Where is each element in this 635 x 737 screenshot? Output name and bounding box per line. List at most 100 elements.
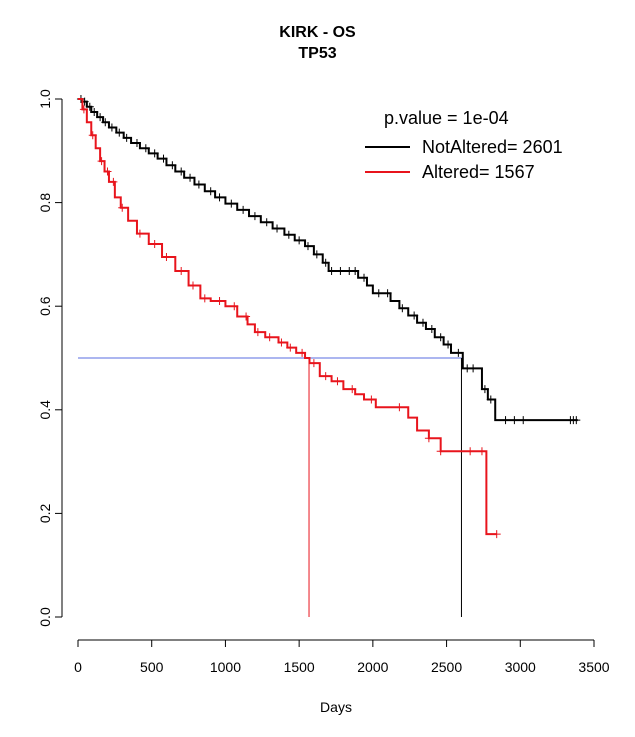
censor-mark <box>303 242 312 251</box>
censor-mark <box>395 403 404 412</box>
censor-mark <box>519 416 528 425</box>
censor-mark <box>215 297 224 306</box>
censor-mark <box>206 187 215 196</box>
x-tick-label: 2000 <box>357 659 388 675</box>
x-tick-label: 3000 <box>505 659 536 675</box>
y-tick-label: 0.0 <box>37 607 53 627</box>
plot-area <box>76 95 581 617</box>
censor-mark <box>374 289 383 298</box>
censor-mark <box>97 157 106 166</box>
censor-mark <box>398 304 407 313</box>
censor-mark <box>150 240 159 249</box>
censor-mark <box>96 113 105 122</box>
legend-header: p.value = 1e-04 <box>384 108 509 128</box>
censor-mark <box>200 294 209 303</box>
censor-mark <box>333 377 342 386</box>
chart-title: KIRK - OS <box>279 24 356 41</box>
censor-mark <box>162 252 171 261</box>
censor-mark <box>284 230 293 239</box>
x-axis: 0 500 1000 1500 2000 2500 3000 3500 <box>74 639 610 675</box>
censor-mark <box>168 161 177 170</box>
censor-mark <box>477 447 486 456</box>
y-tick-label: 0.2 <box>37 503 53 523</box>
legend-label-notaltered: NotAltered= 2601 <box>422 137 563 157</box>
censor-mark <box>230 302 239 311</box>
censor-mark <box>277 338 286 347</box>
censor-mark <box>103 167 112 176</box>
censor-mark <box>348 385 357 394</box>
chart-subtitle: TP53 <box>298 45 336 62</box>
y-tick-label: 1.0 <box>37 89 53 109</box>
censor-mark <box>265 333 274 342</box>
censor-mark <box>79 105 88 114</box>
censor-mark <box>492 530 501 539</box>
censor-mark <box>150 149 159 158</box>
censor-mark <box>227 199 236 208</box>
x-tick-label: 0 <box>74 659 82 675</box>
censor-mark <box>367 395 376 404</box>
x-tick-label: 3500 <box>578 659 609 675</box>
censor-mark <box>424 434 433 443</box>
censor-mark <box>486 395 495 404</box>
censor-mark <box>109 177 118 186</box>
censor-mark <box>469 364 478 373</box>
censor-mark <box>177 266 186 275</box>
censor-mark <box>454 348 463 357</box>
censor-mark <box>295 236 304 245</box>
censor-mark <box>312 250 321 259</box>
y-tick-label: 0.4 <box>37 400 53 420</box>
censor-mark <box>186 173 195 182</box>
censor-mark <box>177 167 186 176</box>
censor-mark <box>194 180 203 189</box>
censor-mark <box>436 447 445 456</box>
censor-mark <box>253 328 262 337</box>
x-tick-label: 1000 <box>210 659 241 675</box>
censor-mark <box>239 205 248 214</box>
y-tick-label: 0.8 <box>37 193 53 213</box>
censor-mark <box>135 229 144 238</box>
censor-mark <box>572 416 581 425</box>
x-tick-label: 1500 <box>284 659 315 675</box>
censor-mark <box>88 131 97 140</box>
censor-mark <box>262 218 271 227</box>
censor-mark <box>250 212 259 221</box>
censor-mark <box>444 340 453 349</box>
censor-mark <box>410 311 419 320</box>
censor-mark <box>85 102 94 111</box>
censor-mark <box>351 266 360 275</box>
censor-mark <box>321 372 330 381</box>
y-axis: 0.0 0.2 0.4 0.6 0.8 1.0 <box>37 89 63 627</box>
censor-mark <box>510 416 519 425</box>
censor-mark <box>242 312 251 321</box>
censor-mark <box>118 203 127 212</box>
censor-mark <box>141 144 150 153</box>
x-tick-label: 2500 <box>431 659 462 675</box>
censor-mark <box>436 333 445 342</box>
censor-mark <box>480 385 489 394</box>
censor-mark <box>215 193 224 202</box>
censor-mark <box>298 348 307 357</box>
censor-mark <box>360 273 369 282</box>
x-axis-label: Days <box>320 699 352 715</box>
censor-mark <box>107 123 116 132</box>
censor-mark <box>115 128 124 137</box>
censor-mark <box>383 289 392 298</box>
censor-mark <box>122 133 131 142</box>
censor-mark <box>90 107 99 116</box>
censor-mark <box>327 266 336 275</box>
censor-marks-1 <box>79 105 501 539</box>
censor-mark <box>427 324 436 333</box>
y-tick-label: 0.6 <box>37 296 53 316</box>
censor-mark <box>321 258 330 267</box>
censor-marks-0 <box>76 95 581 425</box>
censor-mark <box>418 318 427 327</box>
censor-mark <box>336 266 345 275</box>
censor-mark <box>188 281 197 290</box>
legend-label-altered: Altered= 1567 <box>422 162 535 182</box>
censor-mark <box>501 416 510 425</box>
censor-mark <box>309 359 318 368</box>
legend: p.value = 1e-04 NotAltered= 2601 Altered… <box>365 108 563 182</box>
censor-mark <box>101 118 110 127</box>
censor-mark <box>466 447 475 456</box>
